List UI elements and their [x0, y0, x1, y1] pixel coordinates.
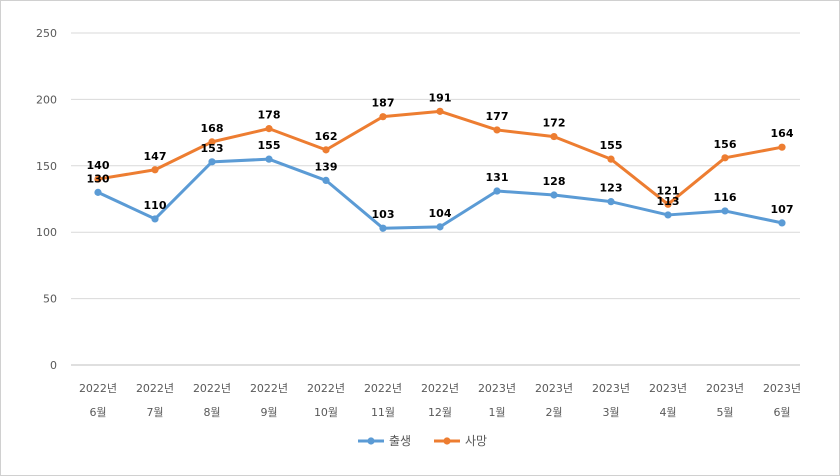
legend-marker — [443, 437, 451, 445]
data-point — [664, 200, 672, 208]
data-point — [208, 158, 216, 166]
data-point — [265, 125, 273, 133]
data-label: 107 — [771, 203, 794, 216]
x-tick-label-year: 2022년 — [421, 382, 459, 395]
x-tick-label-year: 2023년 — [649, 382, 687, 395]
data-label: 130 — [87, 172, 110, 185]
data-point — [94, 188, 102, 196]
x-tick-label-year: 2022년 — [136, 382, 174, 395]
gridlines — [71, 32, 800, 366]
x-tick-label-year: 2023년 — [763, 382, 801, 395]
data-label: 164 — [771, 127, 794, 140]
series-lines — [94, 107, 786, 232]
data-point — [379, 113, 387, 121]
data-label: 139 — [315, 160, 338, 173]
y-tick-label: 0 — [50, 359, 57, 372]
x-tick-label-month: 2월 — [545, 406, 562, 419]
data-point — [208, 138, 216, 146]
y-tick-label: 100 — [36, 226, 57, 239]
x-tick-label-year: 2022년 — [79, 382, 117, 395]
x-tick-label-year: 2023년 — [592, 382, 630, 395]
x-tick-label-month: 6월 — [773, 406, 790, 419]
data-label: 121 — [657, 184, 680, 197]
data-labels: 130 110 153 155 139 103 104 131 128 123 113 116 107 1… — [87, 91, 794, 221]
data-point — [322, 176, 330, 185]
y-tick-label: 50 — [43, 293, 57, 306]
data-point — [607, 155, 615, 163]
data-point — [94, 175, 102, 183]
data-point — [151, 166, 159, 174]
data-label: 172 — [543, 117, 566, 130]
data-point — [493, 187, 501, 195]
data-label: 168 — [201, 122, 224, 135]
x-tick-label-month: 10월 — [314, 406, 338, 419]
x-tick-label-year: 2023년 — [535, 382, 573, 395]
x-tick-label-month: 7월 — [146, 406, 163, 419]
x-tick-label-month: 4월 — [659, 406, 676, 419]
data-point — [778, 219, 786, 227]
data-label: 103 — [372, 208, 395, 221]
x-tick-label-year: 2022년 — [193, 382, 231, 395]
x-tick-label-year: 2023년 — [706, 382, 744, 395]
data-point — [550, 191, 558, 199]
data-point — [721, 207, 729, 215]
x-tick-label-month: 3월 — [602, 406, 619, 419]
data-point — [664, 211, 672, 219]
data-point — [436, 223, 444, 231]
y-tick-label: 150 — [36, 160, 57, 173]
data-label: 153 — [201, 142, 224, 155]
x-tick-label-year: 2022년 — [307, 382, 345, 395]
data-label: 187 — [372, 97, 395, 110]
x-tick-label-year: 2022년 — [250, 382, 288, 395]
x-tick-label-month: 1월 — [488, 406, 505, 419]
y-tick-label: 250 — [36, 27, 57, 40]
data-point — [607, 198, 615, 206]
data-label: 155 — [600, 139, 623, 152]
data-label: 162 — [315, 130, 338, 143]
data-point — [493, 126, 501, 134]
legend-label: 출생 — [389, 434, 411, 448]
x-tick-label-year: 2023년 — [478, 382, 516, 395]
data-label: 191 — [429, 91, 452, 104]
data-label: 104 — [429, 207, 452, 220]
data-point — [379, 224, 387, 232]
x-tick-label-month: 5월 — [716, 406, 733, 419]
y-axis: 0 50 100 150 200 250 — [36, 27, 57, 372]
data-label: 155 — [258, 139, 281, 152]
data-label: 156 — [714, 138, 737, 151]
data-point — [721, 154, 729, 162]
x-tick-label-year: 2022년 — [364, 382, 402, 395]
data-label: 123 — [600, 182, 623, 195]
data-label: 131 — [486, 171, 509, 184]
legend: 출생 사망 — [358, 434, 487, 448]
x-tick-label-month: 11월 — [371, 406, 395, 419]
x-tick-label-month: 12월 — [428, 406, 452, 419]
x-axis: 2022년 6월 2022년 7월 2022년 8월 2022년 9월 2022년 10월 2022… — [79, 382, 801, 419]
legend-label: 사망 — [465, 434, 487, 448]
data-label: 177 — [486, 110, 509, 123]
y-tick-label: 200 — [36, 93, 57, 106]
data-label: 113 — [657, 195, 680, 208]
x-tick-label-month: 6월 — [89, 406, 106, 419]
data-point — [778, 143, 786, 151]
data-point — [436, 107, 444, 115]
data-label: 147 — [144, 150, 167, 163]
x-tick-label-month: 9월 — [260, 406, 277, 419]
data-point — [550, 132, 558, 141]
legend-marker — [367, 437, 375, 445]
data-point — [265, 155, 273, 163]
data-point — [322, 146, 330, 154]
data-label: 178 — [258, 109, 281, 122]
data-label: 128 — [543, 175, 566, 188]
data-point — [151, 215, 159, 223]
data-label: 110 — [144, 199, 167, 212]
data-label: 140 — [87, 159, 110, 172]
data-label: 116 — [714, 191, 737, 204]
x-tick-label-month: 8월 — [203, 406, 220, 419]
